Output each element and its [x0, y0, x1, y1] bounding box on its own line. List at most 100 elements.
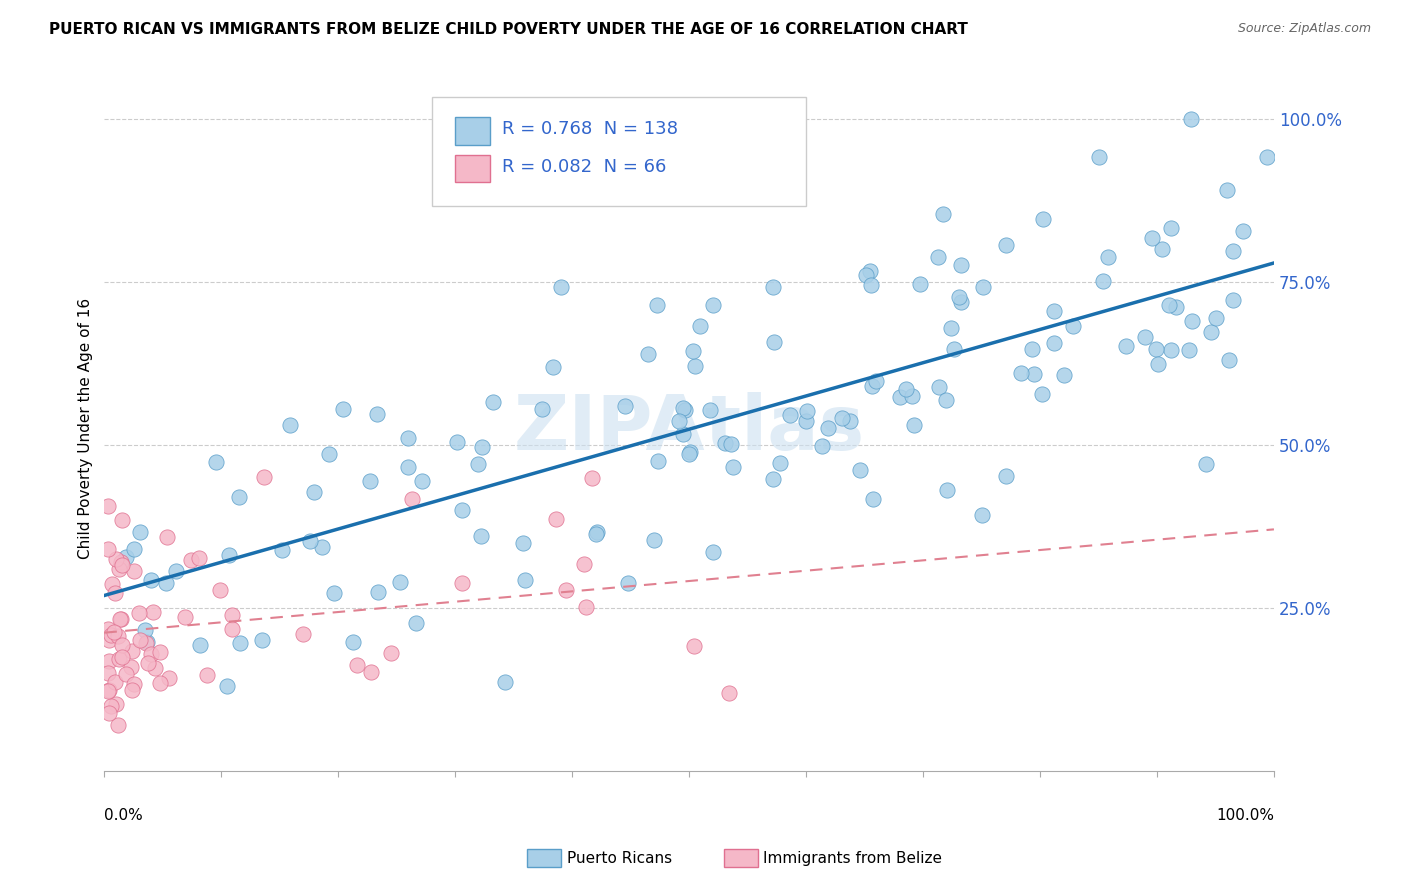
Point: [107, 629, 129, 643]
Point: [1195, 457, 1218, 471]
Point: [530, 402, 553, 417]
Point: [121, 682, 143, 697]
Point: [136, 635, 159, 649]
Point: [142, 605, 165, 619]
Point: [865, 374, 887, 388]
Point: [122, 541, 145, 556]
Point: [932, 207, 955, 221]
Point: [928, 379, 950, 393]
Point: [270, 543, 292, 558]
Point: [299, 533, 322, 548]
Point: [97, 622, 120, 636]
Point: [699, 403, 721, 417]
Point: [97, 499, 120, 513]
Point: [689, 319, 711, 334]
Point: [860, 278, 883, 293]
Point: [229, 635, 252, 649]
Point: [1178, 343, 1201, 358]
Point: [894, 382, 917, 396]
Point: [187, 550, 209, 565]
Point: [682, 344, 704, 359]
Point: [769, 456, 792, 470]
Point: [1115, 339, 1137, 353]
Point: [1142, 231, 1164, 245]
Text: 100.0%: 100.0%: [1216, 808, 1274, 823]
Point: [1164, 300, 1187, 314]
Point: [367, 584, 389, 599]
Point: [1062, 318, 1084, 333]
Point: [943, 342, 966, 356]
Point: [839, 414, 862, 428]
Point: [221, 607, 243, 622]
Point: [97, 665, 120, 680]
Point: [763, 335, 786, 350]
Point: [614, 399, 637, 413]
Point: [253, 470, 276, 484]
Point: [1097, 250, 1119, 264]
Point: [451, 502, 474, 516]
Point: [139, 647, 162, 661]
Point: [494, 674, 516, 689]
Bar: [456, 117, 491, 145]
Point: [221, 622, 243, 636]
Point: [467, 457, 489, 471]
Point: [470, 528, 492, 542]
Point: [105, 551, 128, 566]
Point: [720, 436, 742, 450]
Point: [1092, 274, 1115, 288]
Point: [817, 421, 839, 435]
Point: [128, 606, 150, 620]
Point: [346, 658, 368, 673]
Point: [98, 654, 121, 668]
Point: [1199, 325, 1222, 339]
Point: [97, 542, 120, 557]
Point: [617, 575, 640, 590]
Bar: [456, 155, 491, 182]
Point: [949, 295, 972, 310]
Point: [647, 298, 669, 312]
Point: [342, 634, 364, 648]
Point: [1205, 310, 1227, 325]
Point: [114, 549, 136, 564]
Point: [156, 529, 179, 543]
Point: [796, 404, 818, 418]
Point: [927, 251, 949, 265]
Point: [672, 401, 695, 416]
Point: [1232, 224, 1254, 238]
Point: [110, 612, 132, 626]
Point: [1180, 112, 1202, 126]
Point: [110, 555, 132, 569]
Point: [1181, 314, 1204, 328]
Point: [360, 665, 382, 679]
Point: [1222, 293, 1244, 308]
Point: [1022, 368, 1045, 382]
Point: [1160, 343, 1182, 357]
Point: [1216, 183, 1239, 197]
Point: [311, 541, 333, 555]
Point: [134, 623, 156, 637]
Point: [939, 321, 962, 335]
Point: [278, 418, 301, 433]
Point: [322, 585, 344, 599]
Point: [114, 667, 136, 681]
Point: [121, 643, 143, 657]
Point: [318, 447, 340, 461]
Point: [794, 414, 817, 428]
Point: [935, 392, 957, 407]
Point: [122, 564, 145, 578]
Point: [1160, 220, 1182, 235]
Point: [1144, 342, 1167, 356]
Point: [1052, 368, 1074, 383]
Point: [97, 683, 120, 698]
Point: [128, 524, 150, 539]
Point: [575, 600, 598, 615]
Point: [810, 439, 832, 453]
Point: [218, 548, 240, 562]
FancyBboxPatch shape: [432, 96, 806, 206]
Point: [1222, 244, 1244, 258]
Point: [762, 472, 785, 486]
Point: [98, 632, 121, 647]
Point: [471, 440, 494, 454]
Point: [155, 576, 177, 591]
Point: [250, 632, 273, 647]
